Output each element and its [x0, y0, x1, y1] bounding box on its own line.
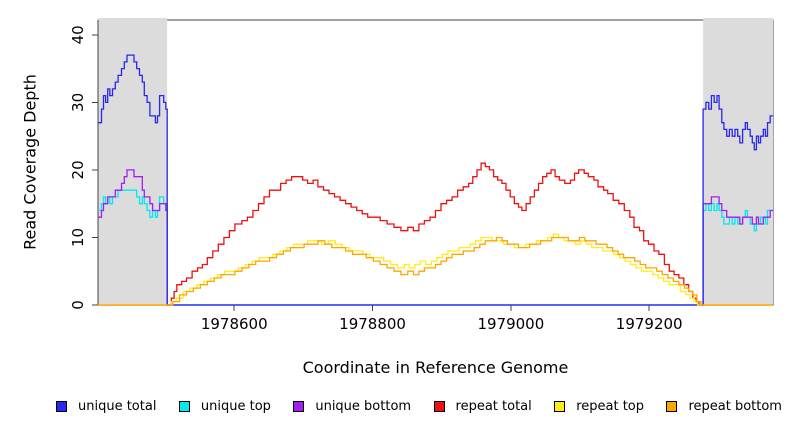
- legend-label: repeat top: [576, 399, 644, 414]
- y-axis-title: Read Coverage Depth: [20, 74, 40, 250]
- legend-item-unique-bottom: unique bottom: [293, 399, 411, 414]
- legend-item-repeat-bottom: repeat bottom: [666, 399, 782, 414]
- y-tick-label: 20: [69, 160, 87, 179]
- legend-item-repeat-total: repeat total: [433, 399, 532, 414]
- series-line-repeat-bottom: [98, 236, 773, 306]
- masked-region: [98, 18, 168, 304]
- x-tick-label: 1978800: [339, 315, 406, 333]
- legend-item-unique-top: unique top: [178, 399, 271, 414]
- series-line-repeat-total: [98, 162, 773, 306]
- legend-swatch-repeat-bottom: [666, 401, 678, 412]
- y-tick-label: 30: [69, 93, 87, 112]
- legend-swatch-unique-top: [178, 401, 190, 412]
- legend-item-repeat-top: repeat top: [554, 399, 644, 414]
- y-tick-label: 0: [69, 300, 87, 310]
- y-tick-label: 10: [69, 228, 87, 247]
- legend-label: repeat bottom: [688, 399, 782, 414]
- legend-item-unique-total: unique total: [56, 399, 156, 414]
- plot-box: [97, 19, 774, 306]
- x-tick-label: 1978600: [201, 315, 268, 333]
- legend: unique total unique top unique bottom re…: [0, 399, 792, 414]
- series-line-unique-bottom: [98, 169, 773, 306]
- legend-label: repeat total: [455, 399, 532, 414]
- legend-label: unique top: [200, 399, 271, 414]
- legend-swatch-unique-total: [56, 401, 67, 412]
- chart-svg: 1978600 1978800 1979000 1979200 0 10 20 30 40: [69, 18, 774, 333]
- legend-swatch-repeat-total: [433, 401, 445, 412]
- x-axis-title: Coordinate in Reference Genome: [302, 358, 569, 377]
- legend-swatch-repeat-top: [554, 401, 566, 412]
- legend-label: unique bottom: [315, 399, 412, 414]
- x-tick-label: 1979000: [477, 315, 544, 333]
- masked-region: [703, 18, 773, 304]
- series-line-unique-total: [98, 54, 773, 306]
- legend-label: unique total: [78, 399, 157, 414]
- y-tick-label: 40: [69, 25, 87, 44]
- x-tick-label: 1979200: [616, 315, 683, 333]
- legend-swatch-unique-bottom: [293, 401, 305, 412]
